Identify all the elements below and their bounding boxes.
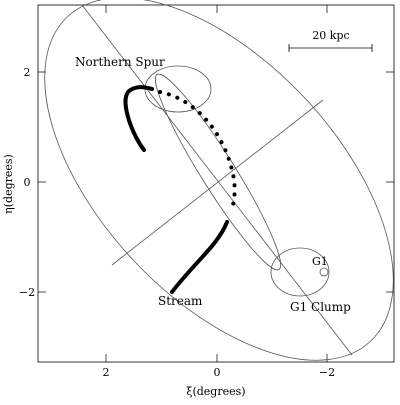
x-tick-label: 2: [103, 366, 110, 379]
g1-clump-ellipse: [270, 247, 330, 297]
g1-clump-label: G1 Clump: [290, 300, 351, 314]
x-axis-ticks: [105, 5, 328, 362]
minor-axis-line: [111, 99, 324, 266]
y-axis-ticks: [38, 71, 394, 293]
scale-bar-label: 20 kpc: [312, 29, 349, 42]
y-tick-label: 2: [24, 66, 31, 79]
elongated-ellipse: [154, 73, 282, 271]
x-axis-label: ξ(degrees): [186, 385, 245, 398]
g1-label: G1: [312, 255, 328, 268]
x-tick-label: −2: [319, 366, 335, 379]
stream-label: Stream: [158, 294, 203, 308]
y-tick-label: −2: [19, 286, 35, 299]
northern-spur-label: Northern Spur: [75, 55, 165, 69]
y-tick-label: 0: [24, 176, 31, 189]
plot-frame: [37, 4, 395, 363]
stream-dotted-arc: [158, 90, 237, 210]
major-axis-line: [81, 4, 353, 356]
g1-marker: [319, 267, 329, 277]
stream-northern-hook: [123, 85, 154, 152]
scale-bar: [288, 44, 373, 52]
y-axis-label: η(degrees): [2, 154, 15, 214]
x-tick-label: 0: [214, 366, 221, 379]
stream-lower-segment: [170, 220, 229, 294]
